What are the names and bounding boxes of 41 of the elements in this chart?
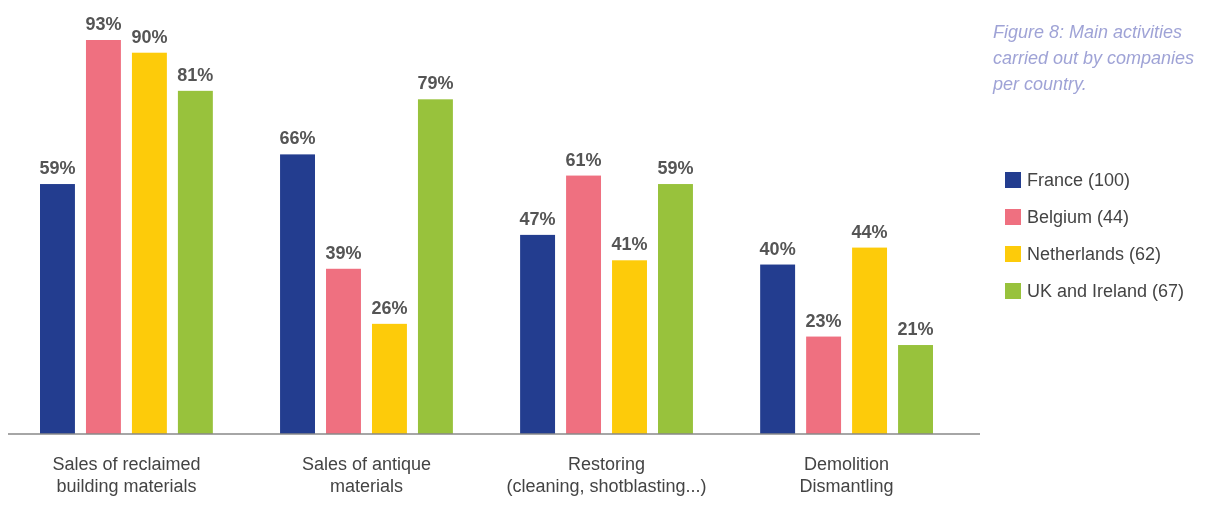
text: Figure 8: Main activities carried out by companies per country.	[992, 22, 1195, 94]
data-label: 41%	[611, 234, 648, 255]
x-tick-label: Restoring (cleaning, shotblasting...)	[506, 454, 707, 496]
data-label: 44%	[851, 221, 888, 242]
bar	[898, 345, 933, 434]
legend-label: UK and Ireland (67)	[1027, 281, 1185, 301]
bar	[177, 90, 213, 434]
data-label: 59%	[657, 158, 694, 179]
bar	[806, 336, 842, 434]
data-label: 93%	[85, 14, 122, 34]
bar	[566, 175, 602, 434]
bar	[40, 184, 75, 434]
bar	[85, 40, 121, 434]
data-label: 21%	[897, 319, 934, 340]
bar	[371, 323, 407, 434]
bar	[612, 260, 647, 434]
data-label: 59%	[39, 158, 76, 179]
data-label: 47%	[519, 208, 556, 229]
data-label: 40%	[759, 238, 796, 259]
bar	[131, 52, 167, 434]
data-label: 90%	[131, 26, 168, 47]
legend-label: Belgium (44)	[1027, 207, 1130, 227]
bar	[326, 268, 361, 434]
bar	[280, 154, 315, 434]
bar	[658, 184, 693, 434]
x-tick-label: Sales of antique materials	[301, 454, 432, 496]
x-tick-label: Sales of reclaimed building materials	[52, 454, 201, 496]
data-label: 81%	[177, 64, 214, 85]
data-label: 61%	[565, 149, 602, 170]
bar	[852, 247, 888, 434]
data-label: 79%	[417, 73, 454, 94]
bar	[417, 99, 453, 434]
data-label: 23%	[805, 310, 842, 331]
x-tick-label: Demolition Dismantling	[799, 454, 894, 496]
legend-label: Netherlands (62)	[1027, 244, 1162, 264]
data-label: 26%	[371, 297, 408, 318]
legend-label: France (100)	[1027, 170, 1131, 190]
bar	[760, 264, 796, 434]
data-label: 39%	[325, 242, 362, 263]
data-label: 66%	[279, 128, 316, 149]
bar	[520, 234, 556, 434]
